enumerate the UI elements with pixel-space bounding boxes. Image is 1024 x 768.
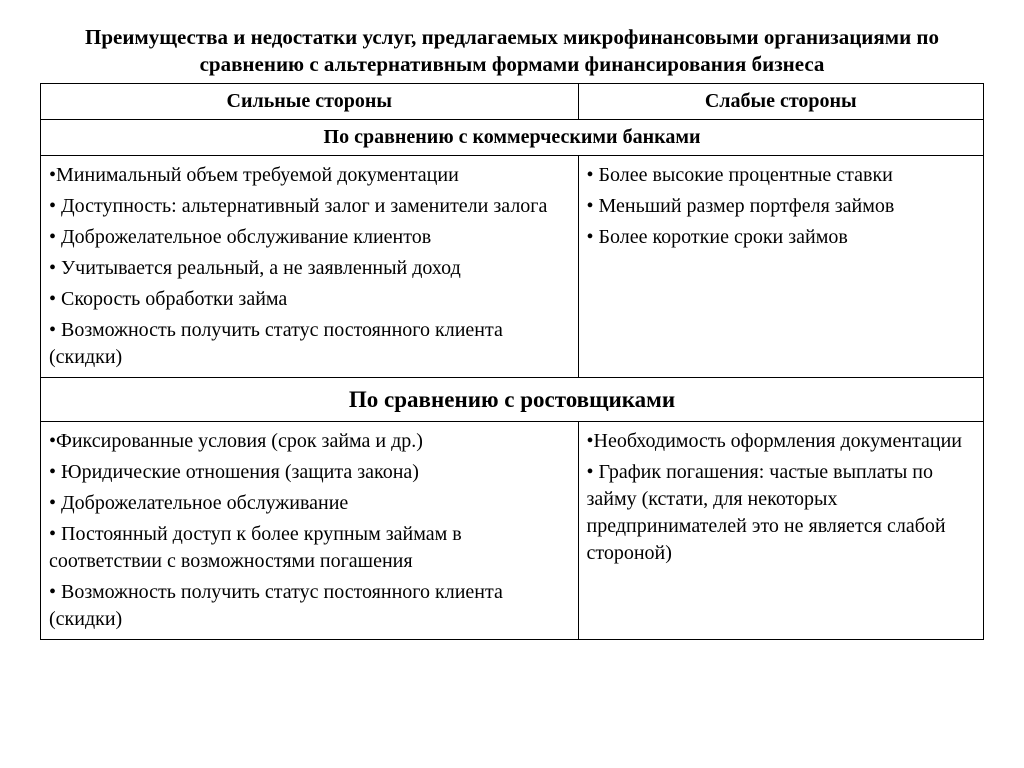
list-item: Доброжелательное обслуживание [49, 488, 570, 519]
weak-cell: Более высокие процентные ставки Меньший … [578, 155, 984, 377]
column-header-weak: Слабые стороны [578, 83, 984, 119]
list-item: Более короткие сроки займов [587, 222, 976, 253]
weak-cell: Необходимость оформления документации Гр… [578, 421, 984, 639]
comparison-table: Сильные стороны Слабые стороны По сравне… [40, 83, 984, 640]
strong-list: Минимальный объем требуемой документации… [49, 160, 570, 373]
list-item: Учитывается реальный, а не заявленный до… [49, 253, 570, 284]
list-item: Постоянный доступ к более крупным займам… [49, 519, 570, 577]
list-item: Возможность получить статус постоянного … [49, 577, 570, 635]
list-item: Необходимость оформления документации [587, 426, 976, 457]
list-item: Меньший размер портфеля займов [587, 191, 976, 222]
list-item: Скорость обработки займа [49, 284, 570, 315]
strong-cell: Фиксированные условия (срок займа и др.)… [41, 421, 579, 639]
section-body-row: Минимальный объем требуемой документации… [41, 155, 984, 377]
list-item: График погашения: частые выплаты по займ… [587, 457, 976, 569]
section-heading: По сравнению с ростовщиками [41, 377, 984, 421]
list-item: Доступность: альтернативный залог и заме… [49, 191, 570, 222]
list-item: Доброжелательное обслуживание клиентов [49, 222, 570, 253]
section-heading-row: По сравнению с коммерческими банками [41, 119, 984, 155]
list-item: Фиксированные условия (срок займа и др.) [49, 426, 570, 457]
table-header-row: Сильные стороны Слабые стороны [41, 83, 984, 119]
list-item: Минимальный объем требуемой документации [49, 160, 570, 191]
section-heading-row: По сравнению с ростовщиками [41, 377, 984, 421]
strong-cell: Минимальный объем требуемой документации… [41, 155, 579, 377]
section-heading: По сравнению с коммерческими банками [41, 119, 984, 155]
list-item: Возможность получить статус постоянного … [49, 315, 570, 373]
page-title: Преимущества и недостатки услуг, предлаг… [40, 24, 984, 79]
column-header-strong: Сильные стороны [41, 83, 579, 119]
section-body-row: Фиксированные условия (срок займа и др.)… [41, 421, 984, 639]
weak-list: Необходимость оформления документации Гр… [587, 426, 976, 569]
list-item: Более высокие процентные ставки [587, 160, 976, 191]
list-item: Юридические отношения (защита закона) [49, 457, 570, 488]
strong-list: Фиксированные условия (срок займа и др.)… [49, 426, 570, 635]
weak-list: Более высокие процентные ставки Меньший … [587, 160, 976, 253]
